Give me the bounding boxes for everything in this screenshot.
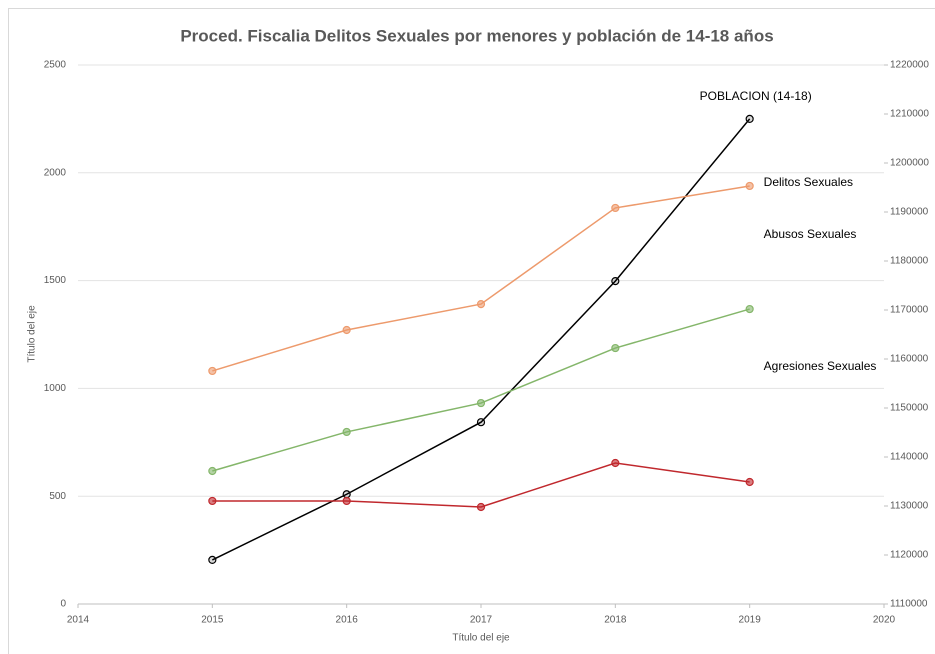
y2-tick-label: 1130000 (890, 501, 929, 512)
y2-tick-label: 1200000 (890, 158, 929, 169)
point (611, 203, 620, 213)
y2-tick-label: 1180000 (890, 256, 929, 267)
y-tick-label: 0 (60, 599, 66, 610)
point (745, 304, 754, 314)
series-label: POBLACION (14-18) (700, 89, 812, 103)
y2-tick-label: 1110000 (890, 599, 928, 610)
x-tick-label: 2016 (336, 615, 359, 626)
x-tick-label: 2014 (67, 615, 90, 626)
chart-frame (8, 8, 935, 654)
point (476, 398, 486, 408)
x-tick-label: 2017 (470, 615, 493, 626)
x-tick-label: 2018 (604, 615, 627, 626)
point (208, 466, 217, 476)
point (342, 325, 351, 335)
y2-tick-label: 1190000 (890, 207, 929, 218)
x-tick-label: 2015 (201, 615, 224, 626)
y2-tick-label: 1160000 (890, 354, 929, 365)
point (342, 490, 351, 499)
point (476, 418, 486, 427)
chart-title: Proced. Fiscalia Delitos Sexuales por me… (180, 26, 773, 45)
point (611, 276, 620, 286)
point (611, 458, 620, 468)
point (745, 114, 754, 124)
x-tick-label: 2019 (739, 615, 762, 626)
series-label: Abusos Sexuales (764, 227, 857, 241)
y2-tick-label: 1150000 (890, 403, 929, 414)
point (476, 502, 486, 512)
point (208, 366, 217, 376)
point (745, 477, 754, 487)
y-tick-label: 2500 (44, 60, 67, 71)
point (611, 343, 620, 353)
y2-tick-label: 1120000 (890, 550, 929, 561)
y-tick-label: 2000 (44, 167, 67, 178)
y2-tick-label: 1170000 (890, 305, 929, 316)
x-axis-title: Título del eje (452, 633, 510, 644)
y2-tick-label: 1210000 (890, 109, 929, 120)
y2-tick-label: 1220000 (890, 60, 929, 71)
point (208, 555, 217, 565)
point (342, 427, 351, 437)
point (476, 300, 486, 309)
y-tick-label: 500 (49, 491, 66, 502)
series-label: Delitos Sexuales (764, 175, 853, 189)
y2-tick-label: 1140000 (890, 452, 929, 463)
y-tick-label: 1000 (44, 383, 67, 394)
point (745, 181, 754, 191)
x-tick-label: 2020 (873, 615, 896, 626)
y-tick-label: 1500 (44, 275, 67, 286)
y-axis-title: Título del eje (27, 305, 38, 363)
point (208, 496, 217, 506)
point (342, 496, 351, 506)
series-line (212, 118, 751, 561)
series-label: Agresiones Sexuales (764, 359, 877, 373)
